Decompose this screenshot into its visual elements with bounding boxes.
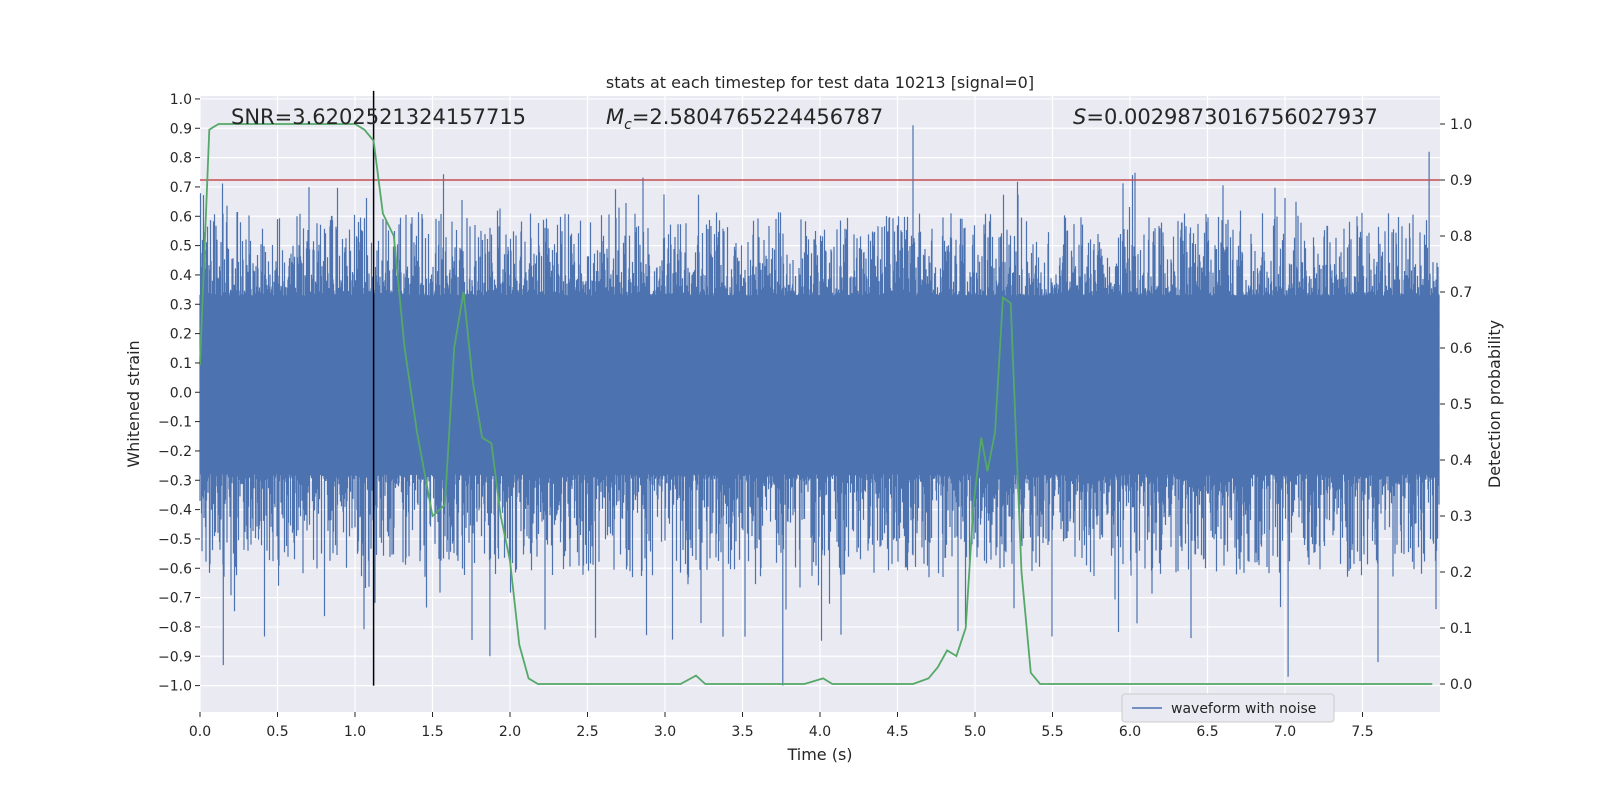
x-axis-label: Time (s) [786,745,852,764]
x-tick-label: 7.5 [1351,724,1373,740]
y-right-tick-label: 0.0 [1450,677,1472,693]
y-left-tick-label: 0.8 [170,151,192,167]
chirp-mass-value: =2.5804765224456787 [632,105,883,129]
x-tick-label: 1.0 [344,724,366,740]
y-right-tick-label: 0.9 [1450,173,1472,189]
y-right-tick-label: 0.5 [1450,397,1472,413]
y-left-tick-label: −0.7 [158,591,192,607]
y-right-tick-label: 0.2 [1450,565,1472,581]
y-left-tick-label: 0.2 [170,327,192,343]
x-tick-label: 2.0 [499,724,521,740]
legend: waveform with noise [1121,693,1335,723]
y-left-tick-label: −1.0 [158,679,192,695]
x-tick-label: 1.5 [421,724,443,740]
y-left-tick-label: 0.5 [170,239,192,255]
y-left-tick-label: 1.0 [170,92,192,108]
x-tick-label: 4.0 [809,724,831,740]
s-value: =0.0029873016756027937 [1086,105,1378,129]
chirp-mass-symbol: M [606,105,624,129]
y-right-tick-label: 0.4 [1450,453,1472,469]
y-left-tick-label: 0.1 [170,356,192,372]
y-axis-right-label: Detection probability [1485,320,1504,488]
x-tick-label: 0.0 [189,724,211,740]
chart-title: stats at each timestep for test data 102… [606,73,1034,92]
y-left-tick-label: −0.5 [158,532,192,548]
s-annotation: S=0.0029873016756027937 [1073,105,1378,129]
y-axis-left-label: Whitened strain [124,340,143,467]
x-tick-label: 6.0 [1119,724,1141,740]
y-left-tick-label: 0.9 [170,121,192,137]
y-left-tick-label: −0.4 [158,503,192,519]
y-left-tick-label: 0.0 [170,385,192,401]
x-tick-label: 4.5 [886,724,908,740]
y-left-tick-label: −0.3 [158,473,192,489]
chirp-mass-subscript: c [624,117,632,133]
y-right-tick-label: 0.1 [1450,621,1472,637]
legend-label: waveform with noise [1171,701,1316,717]
y-left-tick-label: −0.2 [158,444,192,460]
x-tick-label: 7.0 [1274,724,1296,740]
chirp-mass-annotation: Mc=2.5804765224456787 [606,105,883,133]
y-right-tick-label: 0.7 [1450,285,1472,301]
axes: 0.0 0.5 1.0 1.5 2.0 2.5 3.0 3.5 4.0 4.5 5.0 5.5 6.0 6… [158,92,1472,740]
y-right-tick-label: 0.3 [1450,509,1472,525]
detection-probability-series [199,123,1433,685]
y-left-tick-label: −0.9 [158,649,192,665]
detection-probability-line [199,123,1433,685]
y-left-tick-label: 0.3 [170,297,192,313]
x-tick-label: 6.5 [1196,724,1218,740]
overlays [200,90,1440,686]
y-right-tick-label: 0.6 [1450,341,1472,357]
legend-box [1121,693,1335,723]
y-right-tick-label: 0.8 [1450,229,1472,245]
y-left-tick-label: −0.6 [158,561,192,577]
snr-annotation: SNR=3.6202521324157715 [231,105,526,129]
x-tick-label: 3.5 [731,724,753,740]
x-tick-label: 2.5 [576,724,598,740]
y-right-tick-label: 1.0 [1450,117,1472,133]
x-tick-label: 3.0 [654,724,676,740]
s-symbol: S [1073,105,1086,129]
x-tick-label: 5.5 [1041,724,1063,740]
y-left-tick-label: 0.7 [170,180,192,196]
waveform-line [199,125,1440,686]
y-left-tick-label: 0.4 [170,268,192,284]
y-left-tick-label: −0.1 [158,415,192,431]
x-tick-label: 5.0 [964,724,986,740]
waveform-series [199,125,1440,686]
y-left-tick-label: 0.6 [170,209,192,225]
x-tick-label: 0.5 [266,724,288,740]
y-left-tick-label: −0.8 [158,620,192,636]
